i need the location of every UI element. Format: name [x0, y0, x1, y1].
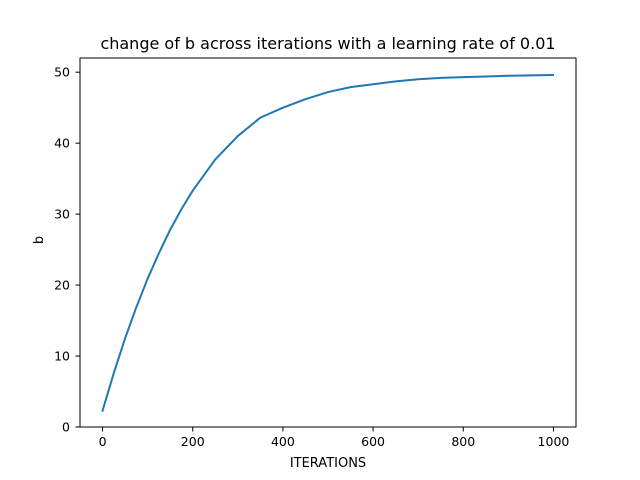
y-tick-label: 10 — [54, 349, 70, 364]
x-tick-label: 1000 — [538, 434, 570, 449]
x-tick-label: 400 — [271, 434, 295, 449]
y-tick-label: 50 — [54, 65, 70, 80]
x-tick-label: 200 — [181, 434, 205, 449]
plot-area — [79, 57, 577, 428]
x-tick-label: 0 — [99, 434, 107, 449]
x-tick-label: 800 — [451, 434, 475, 449]
y-axis-label: b — [32, 236, 47, 244]
y-axis-ticks: 0 10 20 30 40 50 — [54, 65, 80, 435]
series-line-0 — [101, 74, 555, 412]
y-tick-label: 0 — [62, 420, 70, 435]
chart-title: change of b across iterations with a lea… — [100, 34, 555, 53]
y-tick-label: 40 — [54, 136, 70, 151]
y-tick-label: 30 — [54, 207, 70, 222]
x-tick-label: 600 — [361, 434, 385, 449]
axes-frame — [79, 57, 577, 428]
x-axis-label: ITERATIONS — [290, 456, 366, 471]
x-axis-ticks: 0 200 400 600 800 1000 — [99, 427, 570, 449]
y-tick-label: 20 — [54, 278, 70, 293]
